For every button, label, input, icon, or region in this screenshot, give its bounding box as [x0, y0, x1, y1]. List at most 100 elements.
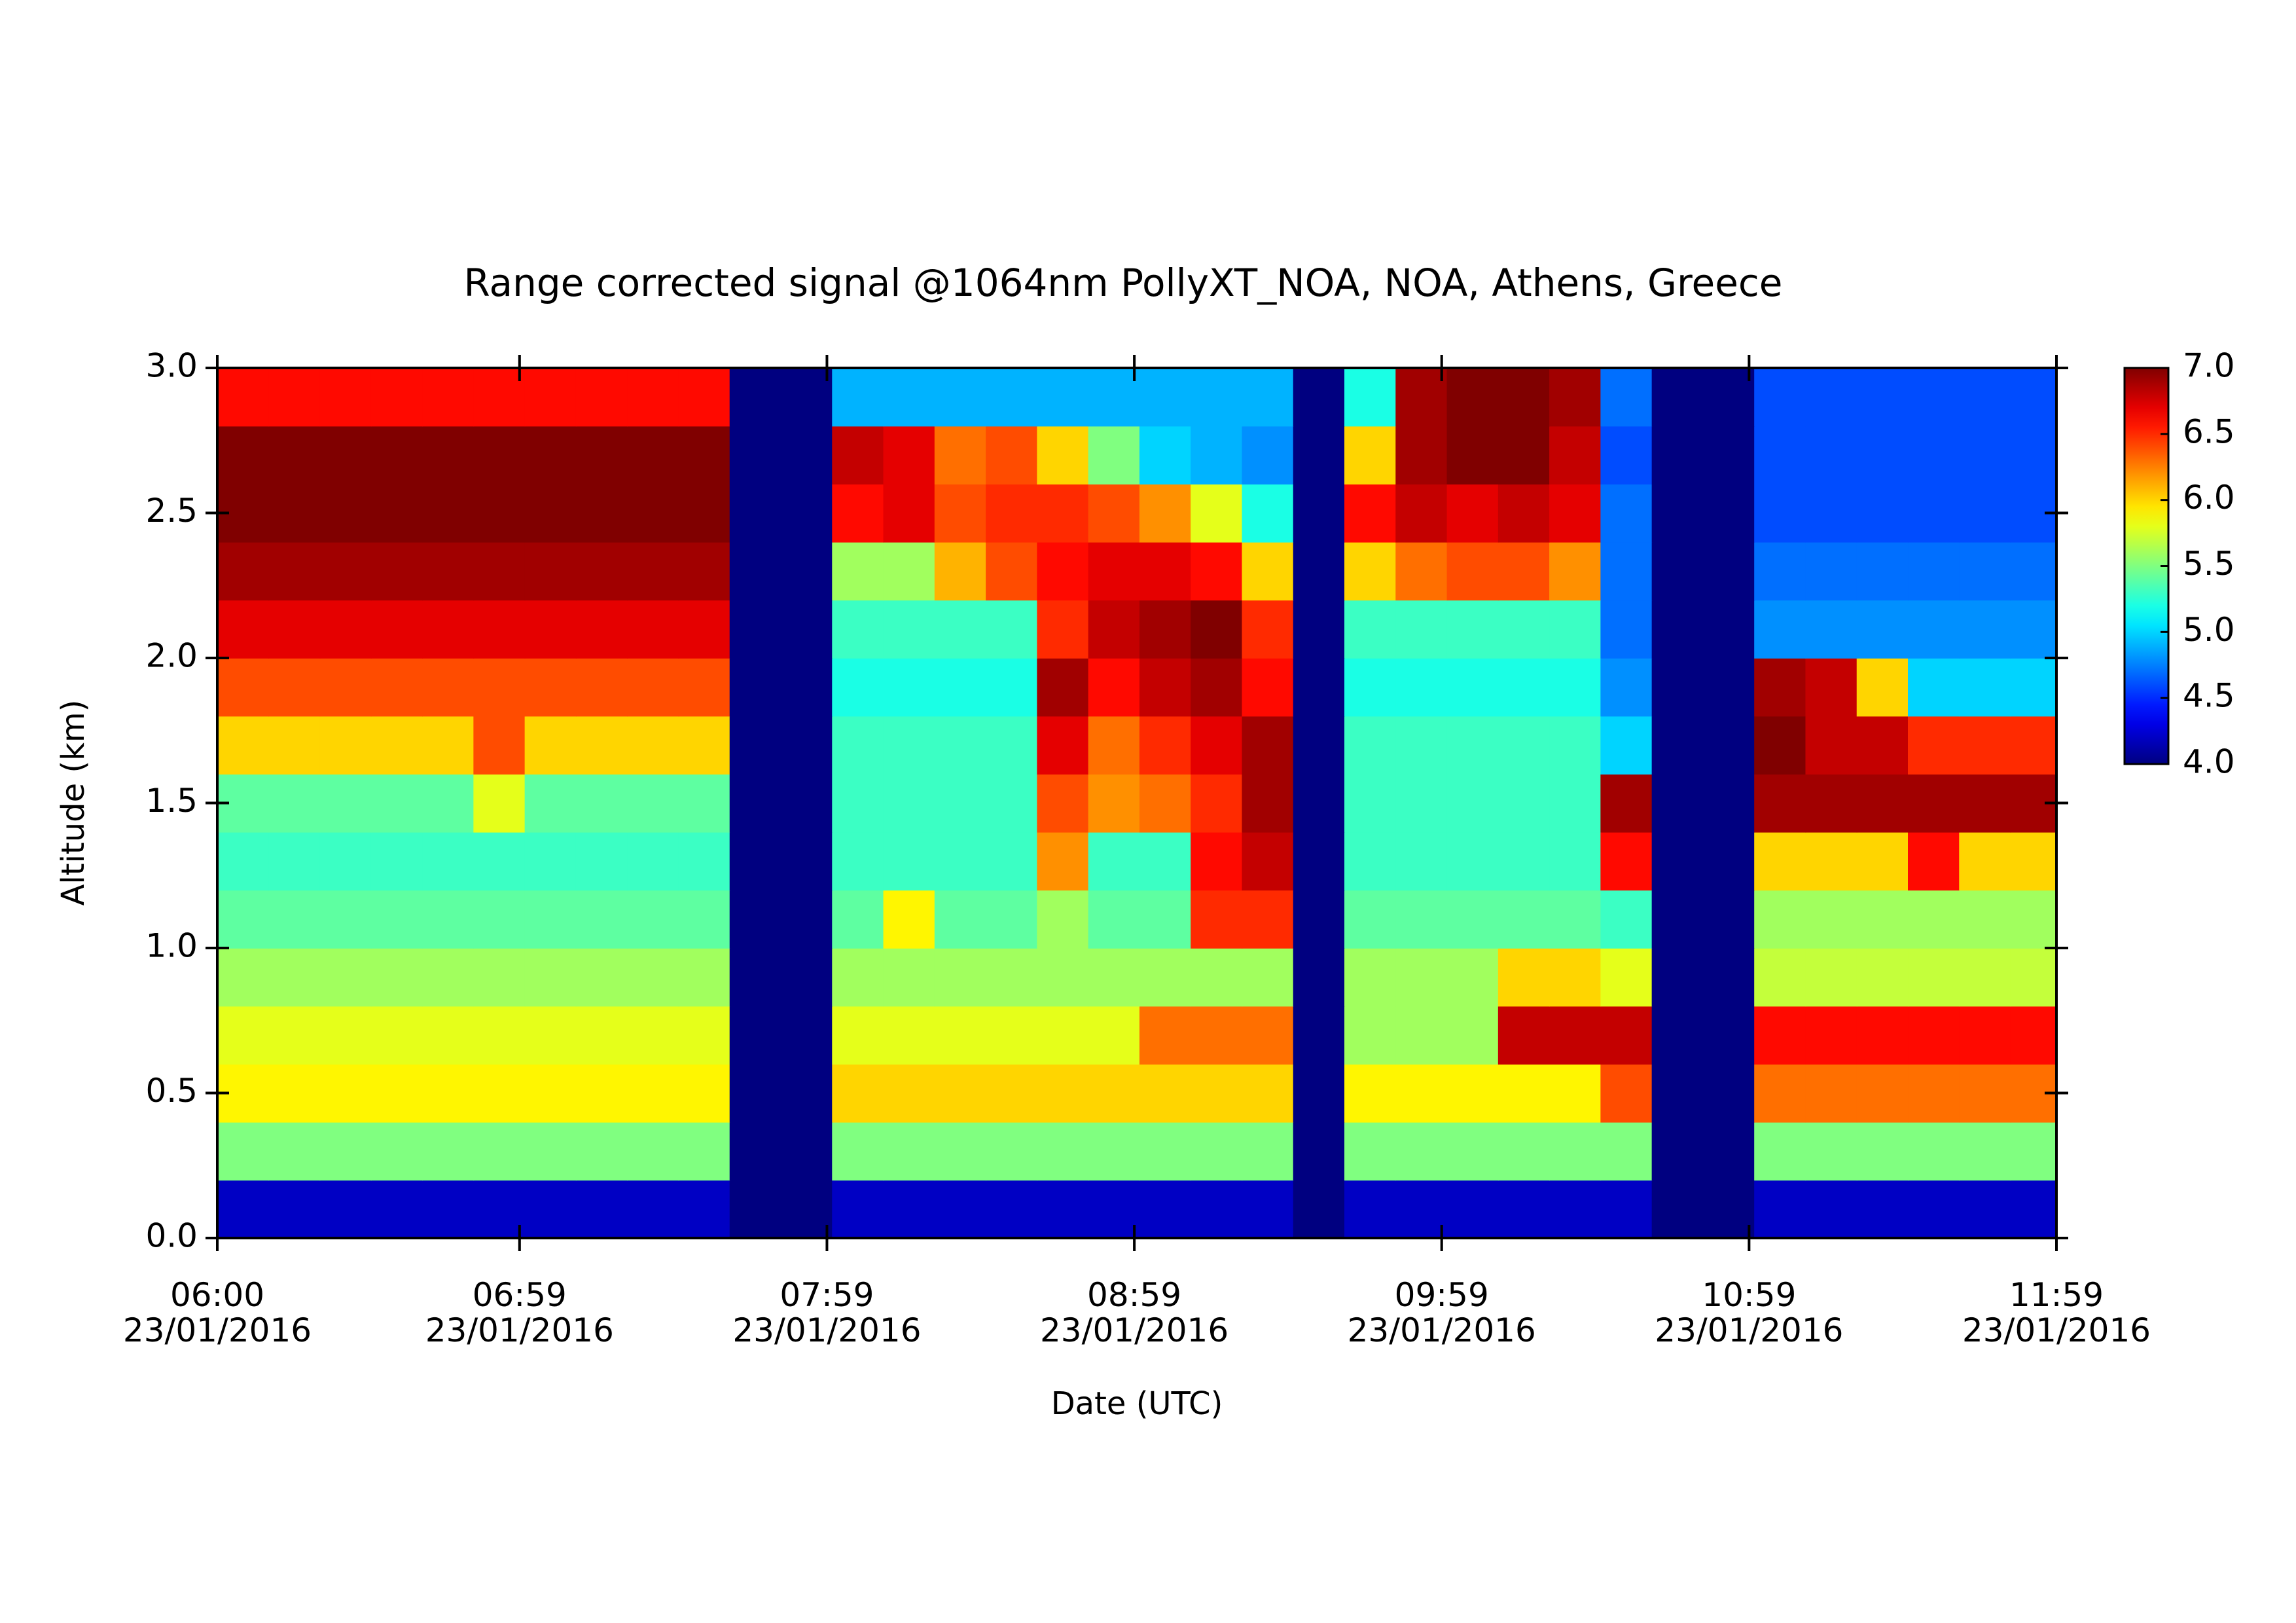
heatmap-cell — [678, 948, 730, 1007]
heatmap-cell — [1600, 948, 1653, 1007]
heatmap-cell — [268, 426, 321, 484]
heatmap-cell — [1959, 541, 2011, 601]
heatmap-cell — [1856, 1064, 1909, 1123]
heatmap-cell — [1805, 1122, 1857, 1181]
heatmap-cell — [1856, 541, 1909, 601]
heatmap-cell — [1549, 658, 1602, 717]
heatmap-cell — [422, 948, 475, 1007]
heatmap-cell — [1702, 1122, 1755, 1181]
heatmap-cell — [268, 1006, 321, 1065]
x-tick-label: 10:59 23/01/2016 — [1655, 1276, 1844, 1349]
heatmap-cell — [319, 948, 372, 1007]
heatmap-cell — [1037, 658, 1089, 717]
heatmap-cell — [1293, 774, 1345, 833]
heatmap-cell — [1959, 831, 2011, 891]
heatmap-cell — [524, 1006, 577, 1065]
heatmap-cell — [986, 426, 1038, 484]
heatmap-cell — [1702, 831, 1755, 891]
heatmap-cell — [1037, 600, 1089, 659]
heatmap-cell — [1037, 426, 1089, 484]
heatmap-cell — [832, 368, 884, 427]
heatmap-cell — [1651, 890, 1704, 949]
heatmap-cell — [319, 1122, 372, 1181]
heatmap-cell — [1446, 1180, 1499, 1238]
heatmap-cell — [729, 890, 781, 949]
heatmap-cell — [1242, 831, 1294, 891]
heatmap-cell — [319, 484, 372, 543]
heatmap-cell — [1805, 368, 1857, 427]
heatmap-cell — [883, 600, 935, 659]
heatmap-cell — [370, 716, 423, 775]
heatmap-cell — [781, 1122, 833, 1181]
heatmap-cell — [1805, 1006, 1857, 1065]
heatmap-cell — [1088, 658, 1140, 717]
heatmap — [217, 368, 2056, 1238]
heatmap-cell — [473, 716, 526, 775]
heatmap-cell — [575, 774, 628, 833]
heatmap-cell — [1651, 1122, 1704, 1181]
heatmap-cell — [627, 1122, 679, 1181]
heatmap-cell — [1139, 831, 1191, 891]
heatmap-cell — [781, 1006, 833, 1065]
heatmap-cell — [1139, 484, 1191, 543]
heatmap-cell — [832, 774, 884, 833]
heatmap-cell — [1395, 1064, 1448, 1123]
heatmap-cell — [1498, 600, 1550, 659]
heatmap-cell — [1139, 1064, 1191, 1123]
heatmap-cell — [678, 1006, 730, 1065]
heatmap-cell — [934, 1180, 986, 1238]
heatmap-cell — [319, 890, 372, 949]
heatmap-cell — [627, 1006, 679, 1065]
heatmap-cell — [1754, 1064, 1806, 1123]
heatmap-cell — [370, 774, 423, 833]
heatmap-cell — [1805, 716, 1857, 775]
heatmap-cell — [678, 774, 730, 833]
heatmap-cell — [319, 600, 372, 659]
heatmap-cell — [1242, 658, 1294, 717]
heatmap-cell — [781, 948, 833, 1007]
heatmap-cell — [934, 541, 986, 601]
heatmap-cell — [473, 1122, 526, 1181]
heatmap-cell — [319, 1006, 372, 1065]
heatmap-cell — [1139, 716, 1191, 775]
heatmap-cell — [729, 426, 781, 484]
colorbar-tick-label: 6.5 — [2183, 412, 2235, 450]
heatmap-cell — [1651, 658, 1704, 717]
heatmap-cell — [1088, 1064, 1140, 1123]
heatmap-cell — [1856, 484, 1909, 543]
y-tick-label: 2.0 — [145, 637, 198, 675]
heatmap-cell — [832, 600, 884, 659]
heatmap-cell — [1549, 541, 1602, 601]
heatmap-cell — [678, 1122, 730, 1181]
heatmap-cell — [1191, 600, 1243, 659]
heatmap-cell — [729, 1064, 781, 1123]
heatmap-cell — [370, 890, 423, 949]
heatmap-cell — [217, 1122, 270, 1181]
heatmap-cell — [1908, 541, 1960, 601]
heatmap-cell — [1293, 541, 1345, 601]
heatmap-cell — [1498, 948, 1550, 1007]
heatmap-cell — [1498, 484, 1550, 543]
heatmap-cell — [1959, 948, 2011, 1007]
heatmap-cell — [268, 831, 321, 891]
heatmap-cell — [781, 774, 833, 833]
heatmap-cell — [473, 831, 526, 891]
heatmap-cell — [575, 948, 628, 1007]
heatmap-cell — [1498, 716, 1550, 775]
heatmap-cell — [1446, 948, 1499, 1007]
heatmap-cell — [422, 1180, 475, 1238]
heatmap-cell — [627, 890, 679, 949]
heatmap-cell — [1395, 484, 1448, 543]
heatmap-cell — [1139, 1122, 1191, 1181]
heatmap-cell — [1651, 774, 1704, 833]
heatmap-cell — [575, 1064, 628, 1123]
heatmap-cell — [370, 831, 423, 891]
heatmap-cell — [1344, 484, 1397, 543]
heatmap-cell — [1805, 1064, 1857, 1123]
heatmap-cell — [473, 658, 526, 717]
heatmap-cell — [678, 890, 730, 949]
heatmap-cell — [1754, 1122, 1806, 1181]
y-tick-label: 2.5 — [145, 492, 198, 530]
heatmap-cell — [370, 541, 423, 601]
